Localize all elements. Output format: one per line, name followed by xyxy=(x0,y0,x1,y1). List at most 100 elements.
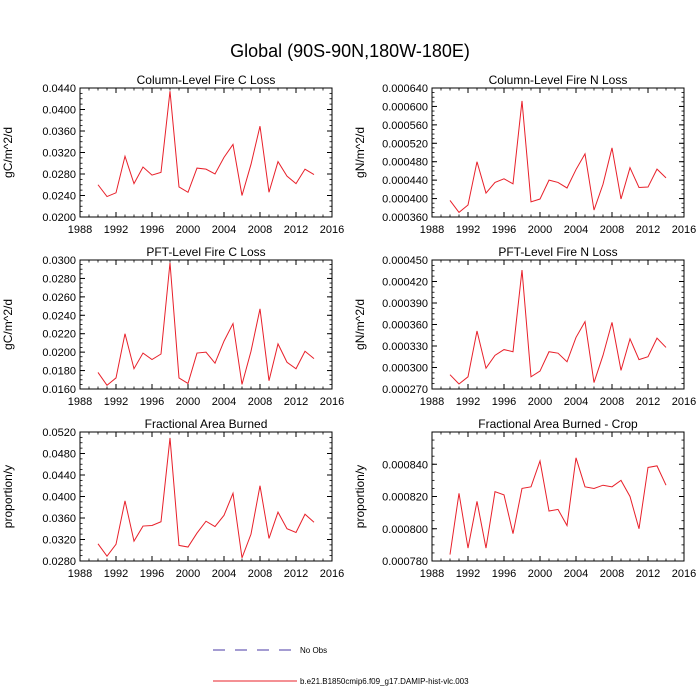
y-axis-label: proportion/y xyxy=(353,465,367,528)
y-tick-label: 0.0320 xyxy=(42,535,76,547)
x-tick-label: 1992 xyxy=(104,396,128,408)
y-tick-label: 0.000300 xyxy=(382,363,428,375)
y-tick-label: 0.0440 xyxy=(42,83,76,95)
panel-title: PFT-Level Fire C Loss xyxy=(146,245,265,259)
x-tick-label: 1996 xyxy=(140,224,164,236)
y-tick-label: 0.0520 xyxy=(42,427,76,439)
x-tick-label: 2004 xyxy=(212,224,236,236)
y-axis-label: gN/m^2/d xyxy=(353,299,367,350)
chart-panel-4: PFT-Level Fire N Loss gN/m^2/d 1988 1992 199… xyxy=(353,245,696,408)
y-tick-label: 0.0360 xyxy=(42,513,76,525)
x-tick-label: 2016 xyxy=(320,224,344,236)
x-tick-label: 2008 xyxy=(248,396,272,408)
x-tick-label: 1988 xyxy=(420,568,444,580)
y-tick-label: 0.0440 xyxy=(42,470,76,482)
y-tick-label: 0.0360 xyxy=(42,126,76,138)
chart-panel-1: Column-Level Fire C Loss gC/m^2/d 1988 1992… xyxy=(1,73,344,236)
x-tick-label: 2012 xyxy=(636,224,660,236)
y-tick-label: 0.000600 xyxy=(382,101,428,113)
figure-title: Global (90S-90N,180W-180E) xyxy=(230,41,470,61)
x-tick-label: 2004 xyxy=(212,396,236,408)
series-line xyxy=(449,100,667,214)
y-tick-label: 0.000440 xyxy=(382,175,428,187)
y-axis-label: gN/m^2/d xyxy=(353,127,367,178)
y-tick-label: 0.0400 xyxy=(42,492,76,504)
x-tick-label: 2000 xyxy=(176,568,200,580)
y-tick-label: 0.0320 xyxy=(42,148,76,160)
y-tick-label: 0.0200 xyxy=(42,212,76,224)
panel-title: Fractional Area Burned xyxy=(145,417,268,431)
chart-panel-2: Column-Level Fire N Loss gN/m^2/d 1988 1992… xyxy=(353,73,696,236)
y-tick-label: 0.0300 xyxy=(42,255,76,267)
x-tick-label: 2004 xyxy=(564,224,588,236)
chart-panel-3: PFT-Level Fire C Loss gC/m^2/d 1988 1992 199… xyxy=(1,245,344,408)
x-tick-label: 1992 xyxy=(456,396,480,408)
y-tick-label: 0.0280 xyxy=(42,273,76,285)
y-tick-label: 0.000270 xyxy=(382,384,428,396)
series-line xyxy=(97,91,315,198)
series-line xyxy=(449,457,667,555)
series-line xyxy=(97,262,315,387)
y-tick-label: 0.0160 xyxy=(42,384,76,396)
y-tick-label: 0.0480 xyxy=(42,449,76,461)
y-axis-label: gC/m^2/d xyxy=(1,299,15,350)
y-tick-label: 0.000840 xyxy=(382,459,428,471)
legend-label-no-obs: No Obs xyxy=(300,646,327,655)
plot-frame xyxy=(79,87,333,218)
y-tick-label: 0.000480 xyxy=(382,157,428,169)
y-tick-label: 0.000420 xyxy=(382,277,428,289)
x-tick-label: 1996 xyxy=(492,224,516,236)
x-tick-label: 1996 xyxy=(140,568,164,580)
x-tick-label: 2012 xyxy=(284,568,308,580)
x-tick-label: 2012 xyxy=(636,396,660,408)
x-tick-label: 2000 xyxy=(176,224,200,236)
panel-grid: Column-Level Fire C Loss gC/m^2/d 1988 1992… xyxy=(1,73,696,580)
series-line xyxy=(97,437,315,558)
x-tick-label: 2004 xyxy=(564,568,588,580)
y-tick-label: 0.000820 xyxy=(382,492,428,504)
x-tick-label: 2000 xyxy=(528,396,552,408)
y-tick-label: 0.000640 xyxy=(382,83,428,95)
series-line xyxy=(449,269,667,385)
panel-title: Column-Level Fire N Loss xyxy=(489,73,628,87)
plot-frame xyxy=(79,431,333,562)
y-tick-label: 0.000560 xyxy=(382,120,428,132)
panel-title: Fractional Area Burned - Crop xyxy=(478,417,638,431)
x-tick-label: 1988 xyxy=(68,568,92,580)
x-tick-label: 1992 xyxy=(456,568,480,580)
x-tick-label: 2008 xyxy=(248,224,272,236)
y-tick-label: 0.000800 xyxy=(382,524,428,536)
legend-label-model: b.e21.B1850cmip6.f09_g17.DAMIP-hist-vlc.… xyxy=(300,677,469,686)
y-tick-label: 0.000330 xyxy=(382,341,428,353)
chart-panel-6: Fractional Area Burned - Crop proportion/… xyxy=(353,417,696,580)
x-tick-label: 2012 xyxy=(284,396,308,408)
x-tick-label: 2012 xyxy=(636,568,660,580)
y-tick-label: 0.0220 xyxy=(42,329,76,341)
y-tick-label: 0.000780 xyxy=(382,556,428,568)
y-tick-label: 0.0400 xyxy=(42,105,76,117)
x-tick-label: 2004 xyxy=(564,396,588,408)
y-axis-label: proportion/y xyxy=(1,465,15,528)
panel-title: Column-Level Fire C Loss xyxy=(137,73,276,87)
x-tick-label: 1988 xyxy=(420,396,444,408)
y-tick-label: 0.0240 xyxy=(42,310,76,322)
x-tick-label: 1988 xyxy=(420,224,444,236)
y-tick-label: 0.000360 xyxy=(382,212,428,224)
legend: No Obs b.e21.B1850cmip6.f09_g17.DAMIP-hi… xyxy=(213,646,469,686)
y-tick-label: 0.0280 xyxy=(42,556,76,568)
y-tick-label: 0.0180 xyxy=(42,366,76,378)
x-tick-label: 2016 xyxy=(320,568,344,580)
y-axis-label: gC/m^2/d xyxy=(1,127,15,178)
plot-frame xyxy=(431,431,685,562)
y-tick-label: 0.000520 xyxy=(382,138,428,150)
x-tick-label: 2008 xyxy=(600,396,624,408)
x-tick-label: 2000 xyxy=(176,396,200,408)
x-tick-label: 2012 xyxy=(284,224,308,236)
y-tick-label: 0.0260 xyxy=(42,292,76,304)
y-tick-label: 0.0280 xyxy=(42,169,76,181)
chart-panel-5: Fractional Area Burned proportion/y 1988 19… xyxy=(1,417,344,580)
x-tick-label: 1992 xyxy=(456,224,480,236)
x-tick-label: 2008 xyxy=(600,568,624,580)
y-tick-label: 0.0240 xyxy=(42,191,76,203)
